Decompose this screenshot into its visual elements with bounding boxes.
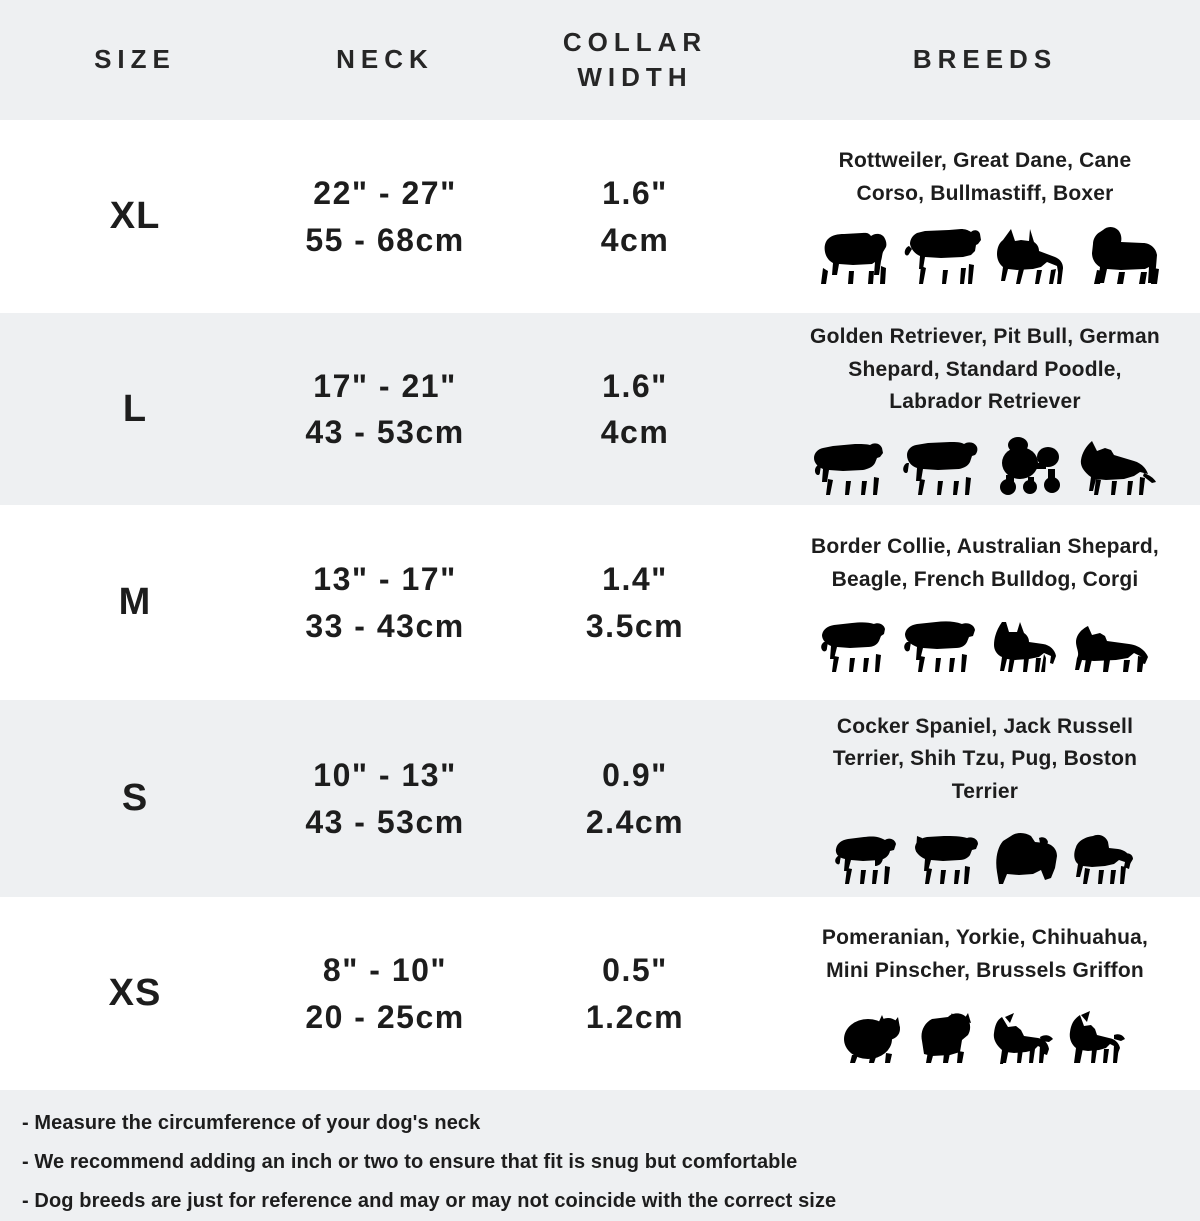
size-label: L <box>122 387 148 430</box>
collar-width-measurement: 1.6" 4cm <box>500 170 770 263</box>
neck-inches: 17" - 21" <box>313 367 457 404</box>
breeds-list: Cocker Spaniel, Jack Russell Terrier, Sh… <box>832 714 1138 803</box>
pug-icon <box>1073 834 1137 886</box>
bullmastiff-icon <box>1083 226 1161 288</box>
neck-cm: 43 - 53cm <box>305 414 465 450</box>
shih-tzu-icon <box>995 832 1059 886</box>
neck-measurement: 13" - 17" 33 - 43cm <box>270 556 500 649</box>
footer-notes: - Measure the circumference of your dog'… <box>0 1090 1200 1221</box>
doberman-icon <box>997 226 1069 288</box>
jack-russell-icon <box>913 834 981 886</box>
chihuahua-icon <box>992 1011 1054 1065</box>
note-item: - Dog breeds are just for reference and … <box>22 1190 837 1212</box>
collar-cm: 4cm <box>600 221 670 258</box>
dog-silhouette-group <box>842 993 1128 1065</box>
table-row: L 17" - 21" 43 - 53cm 1.6" 4cm Golden Re… <box>0 313 1200 505</box>
neck-cm: 33 - 43cm <box>305 607 465 644</box>
pomeranian-icon <box>842 1011 904 1065</box>
neck-cm: 55 - 68cm <box>305 221 465 258</box>
collar-width-measurement: 0.9" 2.4cm <box>500 752 770 845</box>
size-label: S <box>121 777 149 819</box>
neck-measurement: 17" - 21" 43 - 53cm <box>270 363 500 456</box>
dog-silhouette-group <box>820 602 1150 674</box>
column-header-collar-width: COLLAR WIDTH <box>562 26 708 92</box>
neck-inches: 8" - 10" <box>322 952 448 989</box>
beagle-icon <box>904 620 978 674</box>
neck-inches: 22" - 27" <box>313 175 457 212</box>
size-label: XL <box>109 195 161 237</box>
rottweiler-icon <box>809 226 889 288</box>
border-collie-icon <box>820 620 890 674</box>
neck-inches: 10" - 13" <box>313 757 457 794</box>
collar-inches: 0.9" <box>602 757 668 794</box>
breeds-list: Golden Retriever, Pit Bull, German Shepa… <box>810 325 1160 414</box>
breeds-cell: Golden Retriever, Pit Bull, German Shepa… <box>770 321 1200 497</box>
collar-cm: 1.2cm <box>585 998 685 1035</box>
breeds-list: Border Collie, Australian Shepard, Beagl… <box>811 534 1159 591</box>
collar-inches: 1.6" <box>602 175 668 212</box>
french-bulldog-icon <box>992 620 1058 674</box>
collar-inches: 1.4" <box>602 561 668 598</box>
neck-measurement: 22" - 27" 55 - 68cm <box>270 170 500 263</box>
breeds-list: Rottweiler, Great Dane, Cane Corso, Bull… <box>838 148 1132 205</box>
table-header-row: SIZE NECK COLLAR WIDTH BREEDS <box>0 0 1200 120</box>
note-item: - Measure the circumference of your dog'… <box>22 1112 481 1134</box>
breeds-cell: Border Collie, Australian Shepard, Beagl… <box>770 531 1200 674</box>
column-header-size: SIZE <box>94 44 176 75</box>
note-item: - We recommend adding an inch or two to … <box>22 1151 798 1173</box>
neck-inches: 13" - 17" <box>313 561 457 598</box>
column-header-neck: NECK <box>336 44 434 75</box>
golden-retriever-icon <box>812 439 888 497</box>
size-label: M <box>118 581 152 623</box>
mini-pinscher-icon <box>1068 1011 1128 1065</box>
neck-measurement: 10" - 13" 43 - 53cm <box>270 752 500 845</box>
yorkie-icon <box>918 1011 978 1065</box>
breeds-cell: Pomeranian, Yorkie, Chihuahua, Mini Pins… <box>770 922 1200 1065</box>
table-row: M 13" - 17" 33 - 43cm 1.4" 3.5cm Border … <box>0 505 1200 700</box>
collar-cm: 3.5cm <box>585 607 685 644</box>
neck-cm: 20 - 25cm <box>305 998 465 1035</box>
breeds-list: Pomeranian, Yorkie, Chihuahua, Mini Pins… <box>821 925 1149 982</box>
dog-silhouette-group <box>833 814 1137 886</box>
collar-cm: 4cm <box>600 414 670 450</box>
size-label: XS <box>108 972 162 1014</box>
neck-measurement: 8" - 10" 20 - 25cm <box>270 947 500 1040</box>
great-dane-icon <box>903 226 983 288</box>
cocker-spaniel-icon <box>833 834 899 886</box>
collar-width-measurement: 1.4" 3.5cm <box>500 556 770 649</box>
neck-cm: 43 - 53cm <box>305 803 465 840</box>
table-row: XL 22" - 27" 55 - 68cm 1.6" 4cm Rottweil… <box>0 120 1200 313</box>
collar-width-measurement: 1.6" 4cm <box>500 363 770 456</box>
dog-silhouette-group <box>809 216 1161 288</box>
table-row: S 10" - 13" 43 - 53cm 0.9" 2.4cm Cocker … <box>0 700 1200 897</box>
corgi-icon <box>1072 624 1150 674</box>
german-shepherd-icon <box>1078 439 1158 497</box>
poodle-icon <box>996 435 1064 497</box>
dog-silhouette-group <box>812 425 1158 497</box>
breeds-cell: Rottweiler, Great Dane, Cane Corso, Bull… <box>770 145 1200 288</box>
table-row: XS 8" - 10" 20 - 25cm 0.5" 1.2cm Pomeran… <box>0 897 1200 1090</box>
collar-inches: 0.5" <box>602 952 668 989</box>
collar-cm: 2.4cm <box>585 803 685 840</box>
collar-width-measurement: 0.5" 1.2cm <box>500 947 770 1040</box>
breeds-cell: Cocker Spaniel, Jack Russell Terrier, Sh… <box>770 711 1200 887</box>
column-header-breeds: BREEDS <box>912 44 1058 75</box>
collar-inches: 1.6" <box>602 367 668 404</box>
labrador-icon <box>902 439 982 497</box>
